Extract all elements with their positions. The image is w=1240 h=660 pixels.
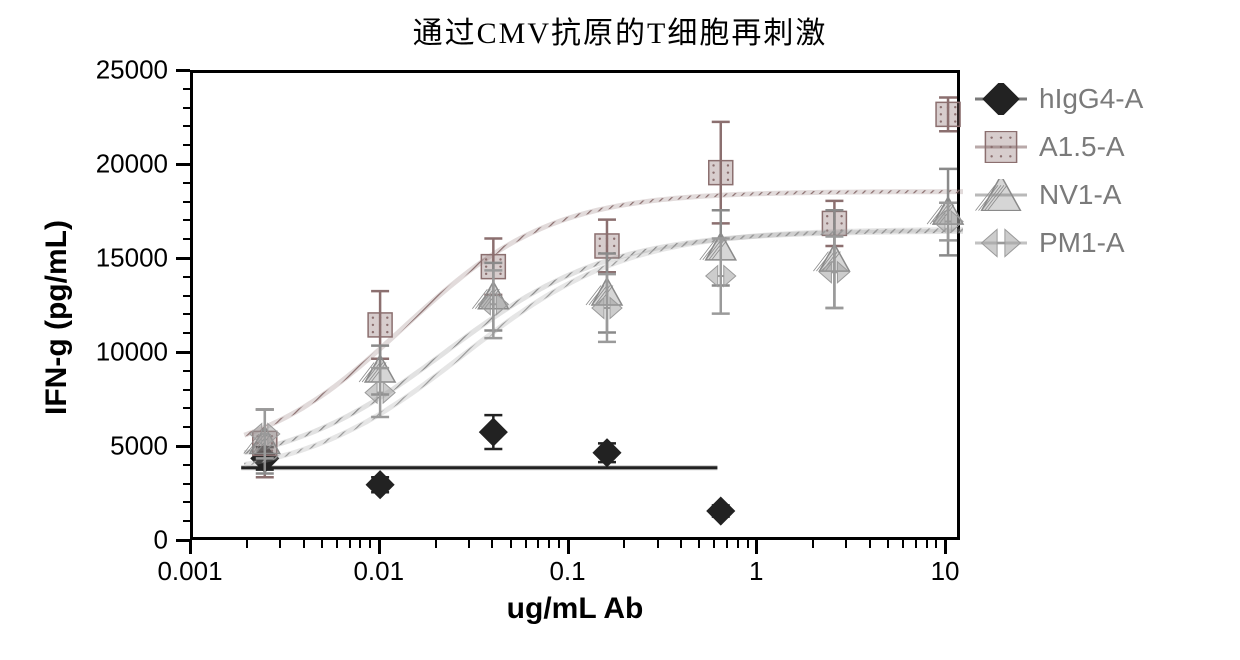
y-tick-label: 10000 — [0, 337, 168, 368]
x-minor-tick — [869, 540, 871, 548]
x-minor-tick — [558, 540, 560, 548]
x-tick-label: 10 — [931, 556, 960, 587]
y-tick-label: 25000 — [0, 55, 168, 86]
legend-marker-icon — [975, 179, 1027, 211]
y-minor-tick — [183, 501, 190, 503]
y-tick — [176, 351, 190, 354]
y-minor-tick — [183, 201, 190, 203]
x-minor-tick — [510, 540, 512, 548]
y-minor-tick — [183, 483, 190, 485]
legend-marker-icon — [975, 83, 1027, 115]
x-minor-tick — [336, 540, 338, 548]
chart-svg — [193, 73, 963, 543]
x-minor-tick — [491, 540, 493, 548]
y-minor-tick — [183, 238, 190, 240]
x-minor-tick — [435, 540, 437, 548]
x-minor-tick — [887, 540, 889, 548]
y-minor-tick — [183, 107, 190, 109]
x-minor-tick — [359, 540, 361, 548]
legend-label: hIgG4-A — [1039, 83, 1143, 115]
legend: hIgG4-A A1.5-A NV1-A PM1-A — [975, 75, 1143, 267]
legend-item: A1.5-A — [975, 123, 1143, 171]
x-minor-tick — [623, 540, 625, 548]
y-minor-tick — [183, 313, 190, 315]
legend-marker-icon — [975, 227, 1027, 259]
y-minor-tick — [183, 144, 190, 146]
x-tick-label: 0.01 — [353, 556, 404, 587]
x-tick-label: 1 — [749, 556, 763, 587]
x-minor-tick — [902, 540, 904, 548]
legend-label: NV1-A — [1039, 179, 1121, 211]
y-tick-label: 20000 — [0, 149, 168, 180]
x-minor-tick — [349, 540, 351, 548]
y-minor-tick — [183, 125, 190, 127]
x-minor-tick — [303, 540, 305, 548]
y-minor-tick — [183, 407, 190, 409]
x-minor-tick — [713, 540, 715, 548]
figure: 通过CMV抗原的T细胞再刺激 IFN-g (pg/mL) ug/mL Ab 05… — [0, 0, 1240, 660]
x-minor-tick — [246, 540, 248, 548]
x-tick-label: 0.001 — [157, 556, 222, 587]
x-tick — [378, 540, 381, 554]
y-minor-tick — [183, 295, 190, 297]
x-tick — [189, 540, 192, 554]
legend-item: PM1-A — [975, 219, 1143, 267]
x-tick-label: 0.1 — [549, 556, 585, 587]
x-minor-tick — [657, 540, 659, 548]
x-tick — [944, 540, 947, 554]
y-minor-tick — [183, 426, 190, 428]
x-minor-tick — [321, 540, 323, 548]
x-minor-tick — [926, 540, 928, 548]
y-tick — [176, 539, 190, 542]
x-minor-tick — [747, 540, 749, 548]
y-minor-tick — [183, 219, 190, 221]
plot-area — [190, 70, 960, 540]
legend-label: PM1-A — [1039, 227, 1125, 259]
y-minor-tick — [183, 464, 190, 466]
legend-item: hIgG4-A — [975, 75, 1143, 123]
x-minor-tick — [548, 540, 550, 548]
x-minor-tick — [525, 540, 527, 548]
x-minor-tick — [737, 540, 739, 548]
y-tick — [176, 69, 190, 72]
y-tick — [176, 163, 190, 166]
x-minor-tick — [698, 540, 700, 548]
y-tick-label: 15000 — [0, 243, 168, 274]
x-minor-tick — [279, 540, 281, 548]
x-tick — [755, 540, 758, 554]
x-minor-tick — [915, 540, 917, 548]
x-minor-tick — [812, 540, 814, 548]
chart-title: 通过CMV抗原的T细胞再刺激 — [0, 8, 1240, 52]
y-minor-tick — [183, 332, 190, 334]
y-tick-label: 5000 — [0, 431, 168, 462]
x-minor-tick — [537, 540, 539, 548]
x-minor-tick — [726, 540, 728, 548]
y-minor-tick — [183, 520, 190, 522]
x-minor-tick — [369, 540, 371, 548]
y-minor-tick — [183, 370, 190, 372]
x-minor-tick — [680, 540, 682, 548]
legend-marker-icon — [975, 131, 1027, 163]
y-tick — [176, 445, 190, 448]
x-minor-tick — [468, 540, 470, 548]
legend-item: NV1-A — [975, 171, 1143, 219]
y-tick — [176, 257, 190, 260]
y-minor-tick — [183, 182, 190, 184]
legend-label: A1.5-A — [1039, 131, 1125, 163]
y-minor-tick — [183, 276, 190, 278]
x-tick — [567, 540, 570, 554]
y-minor-tick — [183, 88, 190, 90]
y-minor-tick — [183, 389, 190, 391]
y-tick-label: 0 — [0, 525, 168, 556]
x-minor-tick — [845, 540, 847, 548]
x-minor-tick — [935, 540, 937, 548]
x-axis-label: ug/mL Ab — [190, 592, 960, 626]
